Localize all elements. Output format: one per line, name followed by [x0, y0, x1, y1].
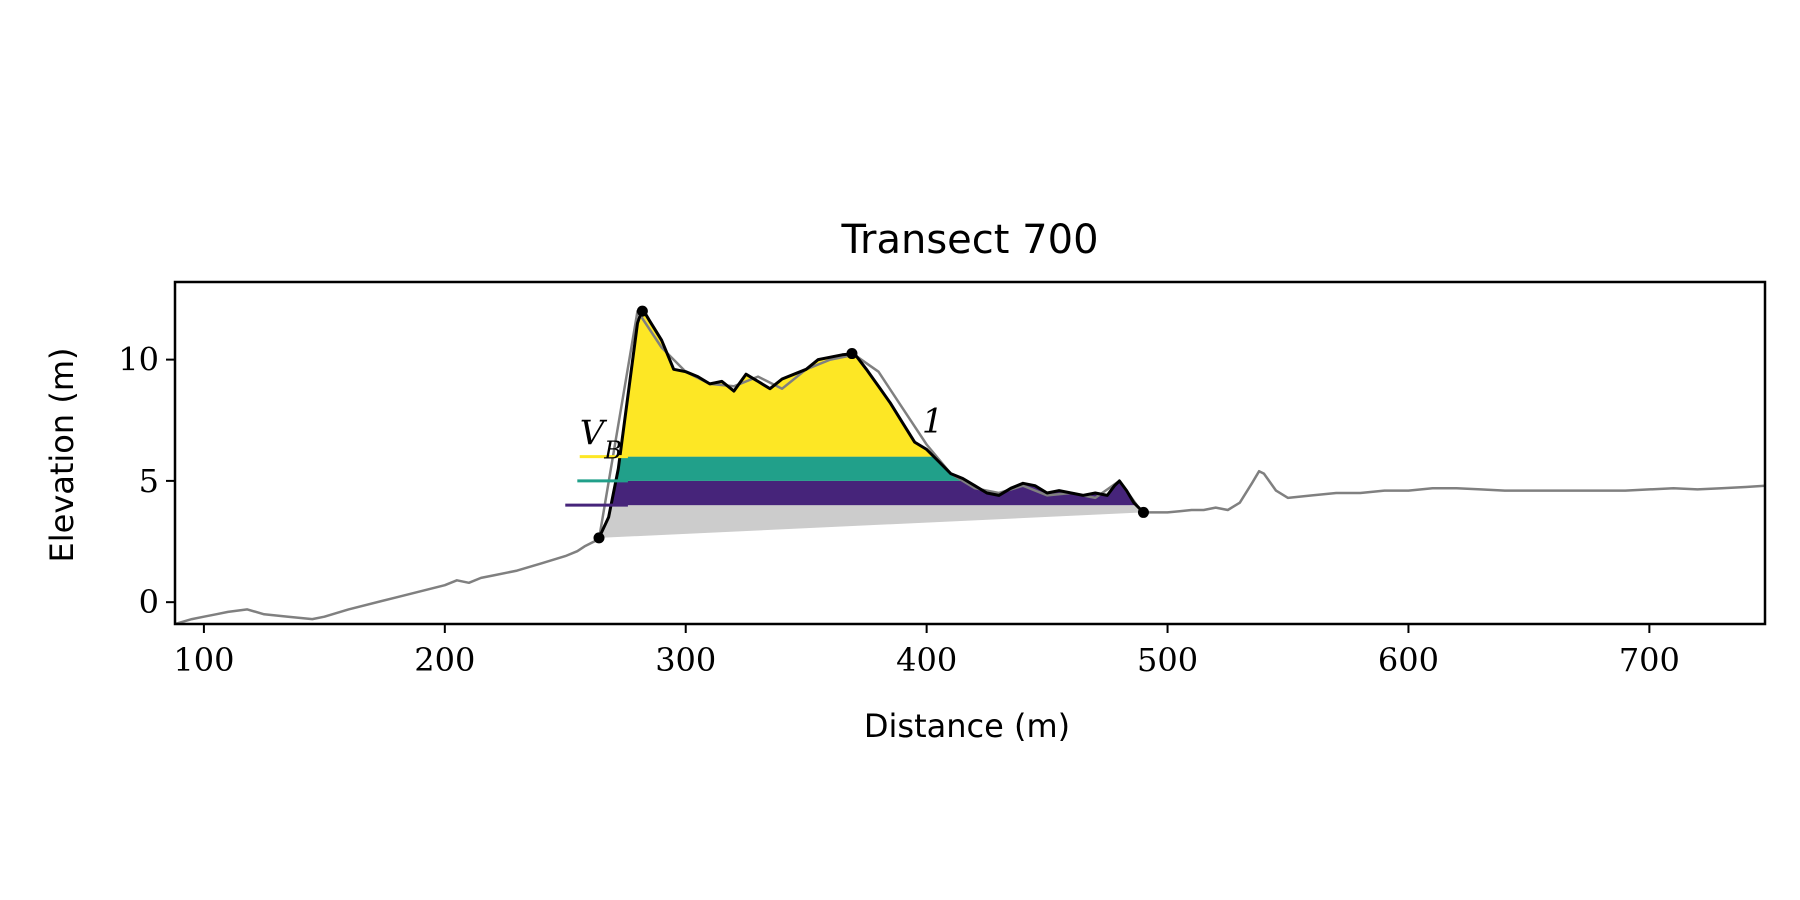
plot-background: [175, 282, 1765, 624]
dune-outline: [597, 307, 1145, 539]
x-tick-label-400: 400: [896, 641, 957, 679]
x-axis-label: Distance (m): [864, 707, 1070, 745]
x-axis: 100 200 300 400 500 600 700: [173, 624, 1680, 679]
x-tick-label-500: 500: [1137, 641, 1198, 679]
x-tick-label-700: 700: [1619, 641, 1680, 679]
chart-title: Transect 700: [840, 217, 1098, 263]
x-tick-label-600: 600: [1378, 641, 1439, 679]
y-tick-label-5: 5: [139, 462, 159, 500]
key-point-1: [593, 532, 605, 544]
annotation-subscript: B: [603, 437, 622, 465]
y-axis-label: Elevation (m): [43, 348, 81, 563]
annotation-2: 1: [922, 401, 944, 441]
key-point-4: [1137, 506, 1149, 518]
y-tick-label-10: 10: [118, 341, 159, 379]
key-point-2: [636, 305, 648, 317]
plot-frame: [173, 280, 1767, 626]
x-tick-label-200: 200: [414, 641, 475, 679]
x-tick-label-300: 300: [655, 641, 716, 679]
key-point-3: [846, 348, 858, 360]
y-axis: 0 5 10: [118, 341, 175, 621]
x-tick-label-100: 100: [173, 641, 234, 679]
y-tick-label-0: 0: [139, 583, 159, 621]
